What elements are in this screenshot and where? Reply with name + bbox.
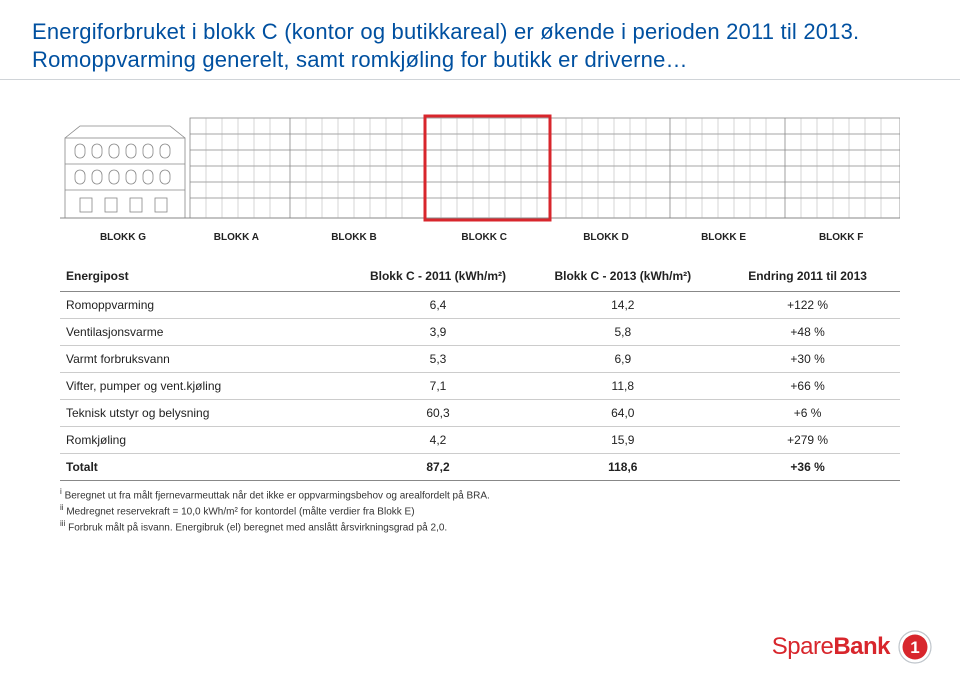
cell: 5,8 (530, 319, 715, 346)
cell: 6,4 (346, 292, 531, 319)
cell: 87,2 (346, 454, 531, 481)
block-label-b: BLOKK B (287, 232, 421, 243)
cell: 64,0 (530, 400, 715, 427)
table-row: Teknisk utstyr og belysning 60,3 64,0 +6… (60, 400, 900, 427)
cell: +122 % (715, 292, 900, 319)
cell: 4,2 (346, 427, 531, 454)
cell: 118,6 (530, 454, 715, 481)
footnote-iii: iii Forbruk målt på isvann. Energibruk (… (60, 519, 900, 535)
table-row: Varmt forbruksvann 5,3 6,9 +30 % (60, 346, 900, 373)
block-label-a: BLOKK A (186, 232, 287, 243)
col-header-1: Blokk C - 2011 (kWh/m²) (346, 261, 531, 292)
cell: 7,1 (346, 373, 531, 400)
footnotes: i Beregnet ut fra målt fjernevarmeuttak … (0, 481, 960, 534)
row-label: Romkjøling (60, 427, 346, 454)
brand-logo: SpareBank 1 (772, 630, 932, 664)
cell: 60,3 (346, 400, 531, 427)
table-total-row: Totalt 87,2 118,6 +36 % (60, 454, 900, 481)
svg-text:1: 1 (910, 638, 919, 657)
row-label: Varmt forbruksvann (60, 346, 346, 373)
cell: +48 % (715, 319, 900, 346)
block-label-e: BLOKK E (665, 232, 783, 243)
table-row: Ventilasjonsvarme 3,9 5,8 +48 % (60, 319, 900, 346)
cell: +6 % (715, 400, 900, 427)
building-figure: BLOKK G BLOKK A BLOKK B BLOKK C BLOKK D … (0, 80, 960, 247)
cell: 3,9 (346, 319, 531, 346)
cell: 14,2 (530, 292, 715, 319)
row-label: Teknisk utstyr og belysning (60, 400, 346, 427)
highlight-rect (425, 116, 550, 220)
cell: +36 % (715, 454, 900, 481)
row-label: Totalt (60, 454, 346, 481)
block-label-g: BLOKK G (60, 232, 186, 243)
brand-mark-icon: 1 (898, 630, 932, 664)
col-header-2: Blokk C - 2013 (kWh/m²) (530, 261, 715, 292)
cell: 6,9 (530, 346, 715, 373)
cell: 11,8 (530, 373, 715, 400)
row-label: Romoppvarming (60, 292, 346, 319)
table-row: Romoppvarming 6,4 14,2 +122 % (60, 292, 900, 319)
energy-table: Energipost Blokk C - 2011 (kWh/m²) Blokk… (60, 261, 900, 481)
cell: +66 % (715, 373, 900, 400)
brand-wordmark: SpareBank (772, 633, 890, 661)
cell: +30 % (715, 346, 900, 373)
block-label-f: BLOKK F (782, 232, 900, 243)
table-row: Vifter, pumper og vent.kjøling 7,1 11,8 … (60, 373, 900, 400)
col-header-3: Endring 2011 til 2013 (715, 261, 900, 292)
cell: +279 % (715, 427, 900, 454)
cell: 5,3 (346, 346, 531, 373)
cell: 15,9 (530, 427, 715, 454)
footnote-i: i Beregnet ut fra målt fjernevarmeuttak … (60, 487, 900, 503)
page-title: Energiforbruket i blokk C (kontor og but… (0, 0, 960, 80)
table-row: Romkjøling 4,2 15,9 +279 % (60, 427, 900, 454)
block-label-c: BLOKK C (421, 232, 547, 243)
row-label: Vifter, pumper og vent.kjøling (60, 373, 346, 400)
building-elevation-svg (60, 98, 900, 228)
block-label-d: BLOKK D (547, 232, 665, 243)
col-header-0: Energipost (60, 261, 346, 292)
row-label: Ventilasjonsvarme (60, 319, 346, 346)
footnote-ii: ii Medregnet reservekraft = 10,0 kWh/m² … (60, 503, 900, 519)
